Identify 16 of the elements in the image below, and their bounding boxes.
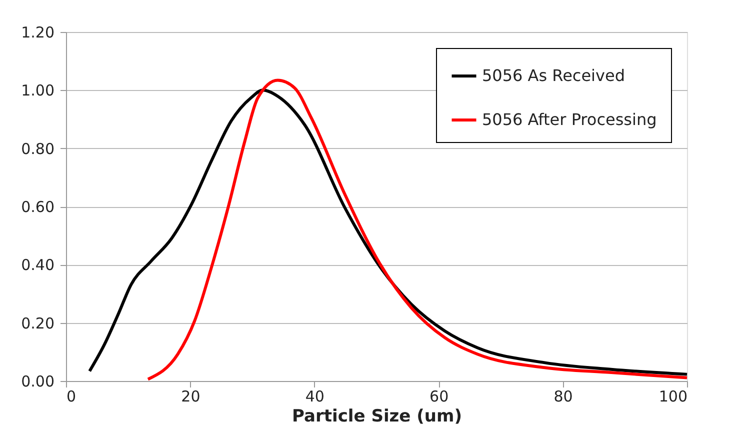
- x-axis-title: Particle Size (um): [292, 406, 462, 426]
- y-tick-label: 1.20: [21, 24, 54, 42]
- x-tick-label: 80: [554, 388, 573, 406]
- x-tick-label: 100: [658, 388, 688, 406]
- legend-label: 5056 As Received: [482, 66, 625, 85]
- x-tick-label: 0: [66, 388, 76, 406]
- y-tick-label: 0.20: [21, 314, 54, 332]
- y-tick-label: 1.00: [21, 82, 54, 100]
- y-tick-label: 0.80: [21, 140, 54, 158]
- y-tick-label: 0.60: [21, 198, 54, 216]
- y-tick-label: 0.40: [21, 256, 54, 274]
- x-tick-label: 40: [305, 388, 324, 406]
- x-tick-label: 20: [181, 388, 200, 406]
- legend-label: 5056 After Processing: [482, 110, 657, 129]
- x-tick-label: 60: [430, 388, 449, 406]
- y-tick-label: 0.00: [21, 372, 54, 390]
